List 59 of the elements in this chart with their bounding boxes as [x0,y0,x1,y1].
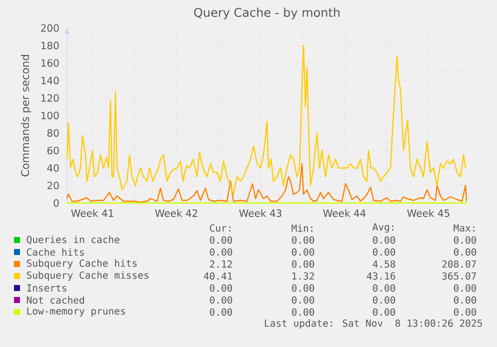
y-tick-label: 140 [41,76,59,84]
line-series [66,163,468,203]
y-tick-label: 200 [41,24,59,32]
text: 365.07 [442,272,476,280]
text: 0.00 [292,248,314,256]
chart-title: Query Cache - by month [194,8,340,20]
text: 0.00 [292,284,314,292]
text: 0.00 [454,296,476,304]
text: 0.00 [210,296,232,304]
text: 0.00 [454,248,476,256]
text: 0.00 [292,260,314,268]
text: Max: [454,224,474,232]
y-tick-label: 180 [41,42,59,50]
x-tick-label: Week 44 [323,209,366,217]
text: 0.00 [372,248,396,256]
text: 0.00 [210,236,232,244]
text: 0.00 [372,296,396,304]
text: 2.12 [210,260,232,268]
legend-label: Queries in cache [26,236,120,244]
y-tick-label: 40 [47,164,59,172]
y-tick-label: 80 [47,129,59,137]
legend-label: Not cached [26,296,84,304]
text: 0.00 [372,236,396,244]
x-tick-label: Week 42 [155,209,198,217]
text: 0.00 [292,296,314,304]
x-tick-label: Week 45 [407,209,450,217]
text: Cur: [210,224,230,232]
text: 0.00 [292,236,314,244]
text: 0.00 [210,248,232,256]
y-tick-label: 160 [41,59,59,67]
text: 43.16 [366,272,396,280]
text: 40.41 [204,272,232,280]
text: 0.00 [210,308,232,316]
y-tick-label: 0 [54,199,59,207]
legend-label: Inserts [27,284,66,292]
text: 0.00 [454,308,476,316]
y-tick-label: 100 [41,112,59,120]
y-axis-title: Commands per second [20,55,32,176]
text: 0.00 [454,284,476,292]
text: 0.00 [372,308,396,316]
x-tick-label: Week 43 [239,209,282,217]
legend-label: Cache hits [26,248,84,256]
x-tick-label: Week 41 [71,209,114,217]
text: 0.00 [210,284,232,292]
legend-label: Subquery Cache misses [26,271,148,281]
text: 208.07 [442,260,476,268]
text: 4.58 [372,260,396,268]
y-tick-label: 120 [41,94,59,102]
text: 0.00 [372,284,396,292]
text: 0.00 [292,308,314,316]
text: Last update: Sat Nov 8 13:00:26 2025 [264,319,482,329]
legend-label: Low-memory prunes [27,307,125,317]
text: 1.32 [292,272,314,280]
legend-label: Subquery Cache hits [26,259,137,269]
y-tick-label: 20 [47,182,59,190]
text: Min: [292,224,312,232]
text: 0.00 [454,236,476,244]
text: Avg: [372,223,394,233]
y-tick-label: 60 [47,146,59,154]
